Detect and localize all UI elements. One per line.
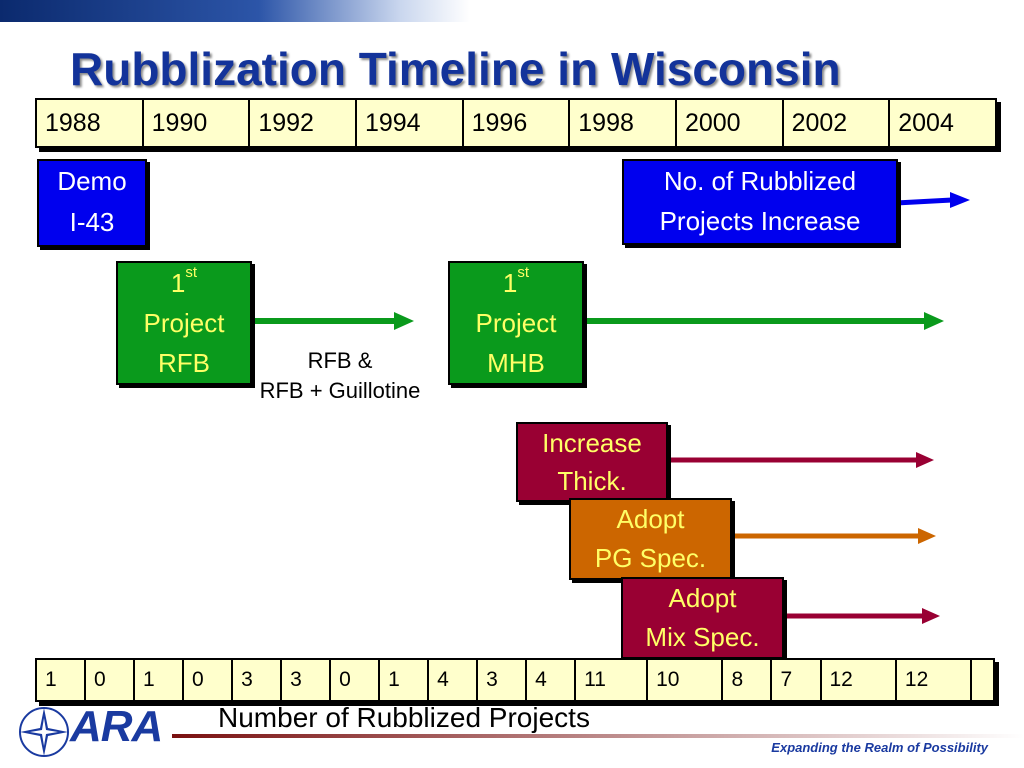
year-cell: 2004: [888, 98, 997, 148]
mix-spec-line1: Adopt: [668, 583, 737, 613]
mix-spec-line2: Mix Spec.: [645, 622, 760, 652]
count-cell: 3: [231, 658, 283, 702]
rfb-label-line1: RFB &: [307, 348, 373, 373]
adopt-mix-spec-box: Adopt Mix Spec.: [621, 577, 784, 659]
projects-increase-line2: Projects Increase: [659, 206, 861, 236]
count-cell: 0: [84, 658, 136, 702]
count-cell: 11: [574, 658, 649, 702]
increase-thick-box: Increase Thick.: [516, 422, 668, 502]
counts-row: 1 0 1 0 3 3 0 1 4 3 4 11 10 8 7 12 12: [34, 658, 995, 702]
pg-spec-line1: Adopt: [616, 504, 685, 534]
demo-line1: Demo: [57, 166, 127, 196]
page-title: Rubblization Timeline in Wisconsin: [70, 43, 841, 95]
year-cell: 2000: [674, 98, 784, 148]
first-project-mhb-box: 1st Project MHB: [448, 261, 584, 385]
arrow-mix-spec: [782, 608, 940, 624]
first-rfb-ordinal: 1st: [170, 264, 198, 298]
first-project-rfb-box: 1st Project RFB: [116, 261, 252, 385]
projects-increase-box: No. of Rubblized Projects Increase: [622, 159, 898, 245]
first-mhb-line3: MHB: [487, 348, 545, 378]
arrow-increase-thick: [666, 452, 934, 468]
years-row: 1988 1990 1992 1994 1996 1998 2000 2002 …: [35, 98, 997, 148]
count-cell: 1: [133, 658, 185, 702]
count-cell: 3: [476, 658, 528, 702]
count-cell: 4: [525, 658, 577, 702]
first-mhb-line2: Project: [475, 308, 557, 338]
counts-caption: Number of Rubblized Projects: [218, 702, 590, 733]
header-gradient-bar: [0, 0, 470, 22]
year-cell: 1998: [568, 98, 677, 148]
year-cell: 1992: [248, 98, 357, 148]
year-cell: 2002: [781, 98, 891, 148]
year-cell: 1990: [141, 98, 251, 148]
demo-i43-box: Demo I-43: [37, 159, 147, 247]
count-cell: 1: [378, 658, 430, 702]
count-cell: 12: [894, 658, 973, 702]
year-cell: 1988: [35, 98, 144, 148]
ara-logo-text: ARA: [70, 702, 163, 751]
projects-increase-line1: No. of Rubblized: [663, 166, 857, 196]
count-cell: 10: [646, 658, 724, 702]
arrow-first-mhb: [582, 312, 944, 330]
count-cell: 4: [427, 658, 479, 702]
adopt-pg-spec-box: Adopt PG Spec.: [569, 498, 732, 580]
count-cell: 7: [770, 658, 822, 702]
first-mhb-ordinal: 1st: [502, 264, 530, 298]
increase-thick-line2: Thick.: [557, 466, 627, 496]
demo-line2: I-43: [69, 207, 115, 237]
count-cell: 0: [182, 658, 234, 702]
tagline: Expanding the Realm of Possibility: [771, 740, 988, 755]
rfb-label-line2: RFB + Guillotine: [259, 378, 421, 403]
footer-divider: [172, 734, 1024, 738]
first-rfb-line2: Project: [143, 308, 225, 338]
arrow-pg-spec: [730, 528, 936, 544]
compass-star-icon: [19, 707, 69, 757]
years-table: 1988 1990 1992 1994 1996 1998 2000 2002 …: [35, 98, 997, 148]
count-cell: 8: [721, 658, 773, 702]
year-cell: 1996: [461, 98, 571, 148]
pg-spec-line2: PG Spec.: [594, 543, 707, 573]
arrow-first-rfb: [250, 312, 414, 330]
count-cell: 12: [819, 658, 897, 702]
count-cell: 3: [280, 658, 332, 702]
arrow-increase-projects: [895, 192, 970, 208]
first-rfb-line3: RFB: [158, 348, 210, 378]
increase-thick-line1: Increase: [542, 428, 642, 458]
rfb-guillotine-label: RFB & RFB + Guillotine: [230, 346, 450, 406]
count-cell: 0: [329, 658, 381, 702]
project-counts-table: 1 0 1 0 3 3 0 1 4 3 4 11 10 8 7 12 12: [34, 658, 995, 702]
count-cell: [970, 658, 995, 702]
year-cell: 1994: [354, 98, 464, 148]
count-cell: 1: [34, 658, 87, 702]
